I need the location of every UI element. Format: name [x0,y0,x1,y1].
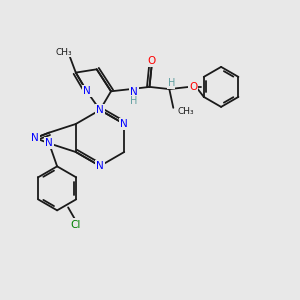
Text: CH₃: CH₃ [177,107,194,116]
Text: N: N [31,133,39,143]
Text: H: H [168,78,175,88]
Text: N: N [120,119,128,129]
Text: H: H [130,96,137,106]
Text: N: N [83,86,91,96]
Text: O: O [189,82,197,92]
Text: N: N [45,138,53,148]
Text: O: O [147,56,156,66]
Text: N: N [96,105,104,115]
Text: N: N [96,161,104,171]
Text: N: N [130,87,138,97]
Text: Cl: Cl [70,220,80,230]
Text: CH₃: CH₃ [56,47,73,56]
